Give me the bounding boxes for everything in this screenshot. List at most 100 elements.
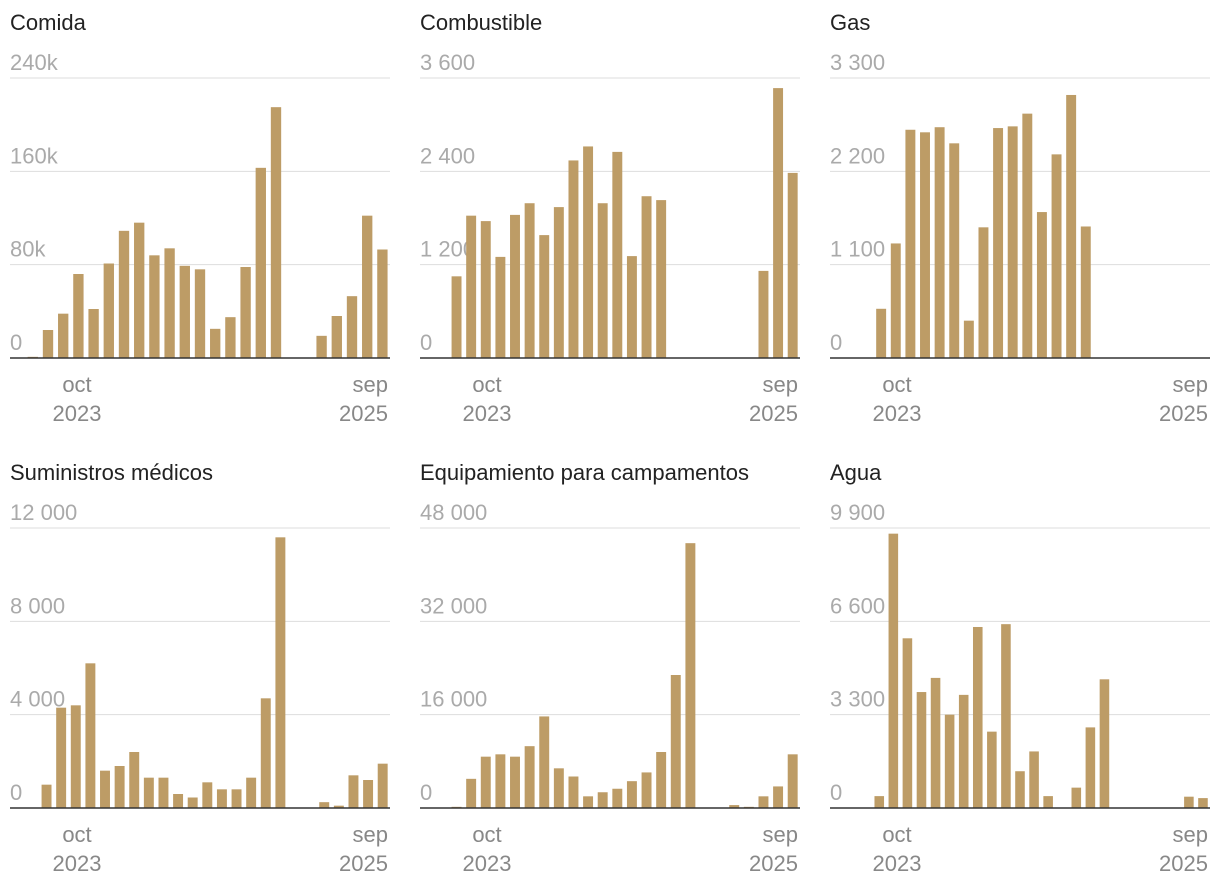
bar <box>958 694 969 808</box>
bar <box>612 788 623 808</box>
bar <box>1085 727 1096 808</box>
y-tick-label: 80k <box>10 237 46 262</box>
bar <box>670 675 681 808</box>
y-tick-label: 4 000 <box>10 687 65 712</box>
bar <box>510 214 520 358</box>
bar <box>539 716 550 808</box>
bar <box>246 777 257 808</box>
bar <box>626 781 637 808</box>
bar <box>876 308 887 358</box>
bar <box>597 203 608 358</box>
x-tick-month: oct <box>472 822 501 847</box>
bar <box>949 143 960 358</box>
bar <box>495 256 506 358</box>
x-tick-year: 2025 <box>749 401 798 426</box>
y-tick-label: 48 000 <box>420 500 487 525</box>
bar <box>1001 624 1011 808</box>
bar <box>194 269 206 358</box>
x-tick-year: 2023 <box>53 851 102 876</box>
y-tick-label: 0 <box>420 330 432 355</box>
bar <box>539 235 550 358</box>
bar <box>641 772 652 808</box>
bar <box>58 313 69 358</box>
chart-svg: 0 4 000 8 000 12 000 oct 2023 sep 2025 <box>10 500 390 876</box>
bar <box>972 626 983 808</box>
bar <box>319 802 330 808</box>
bar <box>1029 751 1039 808</box>
bar <box>1184 796 1194 808</box>
bar <box>103 263 114 358</box>
bar <box>888 533 899 808</box>
bar <box>270 107 282 358</box>
x-tick-year: 2023 <box>463 401 512 426</box>
y-tick-label: 2 200 <box>830 143 885 168</box>
bar <box>42 330 54 358</box>
bar <box>164 248 175 358</box>
bar <box>225 317 236 358</box>
bar <box>978 227 989 358</box>
bar <box>231 789 242 808</box>
bar <box>187 797 198 808</box>
y-tick-label: 0 <box>10 330 22 355</box>
bar <box>1198 798 1208 808</box>
bar <box>1015 771 1025 808</box>
x-tick-month: oct <box>472 372 501 397</box>
bar <box>773 786 784 808</box>
y-tick-label: 3 300 <box>830 50 885 75</box>
bar <box>583 146 594 358</box>
bar <box>362 215 373 358</box>
bar <box>656 752 667 808</box>
chart-title: Gas <box>830 10 871 35</box>
x-tick-month: sep <box>353 822 388 847</box>
x-tick-month: sep <box>353 372 388 397</box>
bar <box>1099 679 1110 808</box>
bar <box>597 792 608 808</box>
x-tick-year: 2023 <box>873 401 922 426</box>
bar <box>173 794 184 808</box>
bar <box>346 296 358 358</box>
bar <box>685 543 696 808</box>
y-tick-label: 16 000 <box>420 687 487 712</box>
x-tick-month: sep <box>1173 372 1208 397</box>
bar <box>524 203 535 358</box>
y-tick-label: 9 900 <box>830 500 885 525</box>
bar <box>773 88 784 359</box>
bar <box>216 789 227 808</box>
x-tick-month: oct <box>62 822 91 847</box>
chart-title: Equipamiento para campamentos <box>420 460 749 485</box>
bar <box>73 274 84 358</box>
x-tick-year: 2025 <box>1159 851 1208 876</box>
bar <box>626 256 637 358</box>
bar <box>260 698 271 808</box>
bar <box>920 132 930 358</box>
bar <box>568 160 579 358</box>
bar <box>1051 154 1062 358</box>
bar <box>240 267 251 358</box>
bar <box>1066 94 1077 358</box>
bar <box>100 770 110 808</box>
x-tick-year: 2023 <box>463 851 512 876</box>
bar <box>316 335 327 358</box>
y-tick-label: 240k <box>10 50 59 75</box>
bar <box>70 705 81 808</box>
y-tick-label: 12 000 <box>10 500 77 525</box>
chart-panel-equipamiento: Equipamiento para campamentos 0 16 000 32 … <box>420 450 810 890</box>
bar <box>993 128 1004 358</box>
bar <box>1007 126 1018 358</box>
bar <box>890 243 901 358</box>
chart-title: Combustible <box>420 10 543 35</box>
bar <box>480 221 491 358</box>
bar <box>758 796 769 808</box>
bar <box>41 784 52 808</box>
bar <box>88 309 99 358</box>
chart-panel-combustible: Combustible 0 1 200 2 400 3 600 oct 2023 sep 20… <box>420 0 810 440</box>
y-tick-label: 3 600 <box>420 50 475 75</box>
chart-title: Suministros médicos <box>10 460 213 485</box>
x-tick-month: oct <box>882 822 911 847</box>
y-tick-label: 160k <box>10 143 59 168</box>
bar <box>656 200 667 358</box>
bar <box>568 776 579 808</box>
chart-svg: 0 1 200 2 400 3 600 oct 2023 sep 2025 <box>420 50 800 426</box>
chart-svg: 0 80k 160k 240k oct 2023 sep 2025 <box>10 50 390 426</box>
